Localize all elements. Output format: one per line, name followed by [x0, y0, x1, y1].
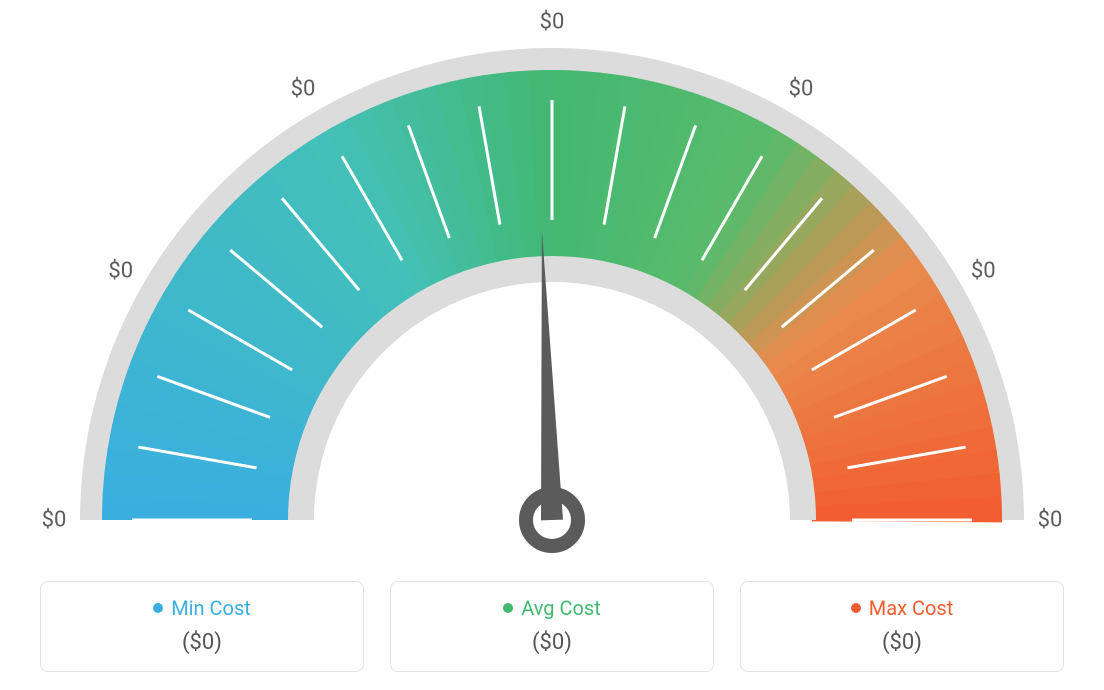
- gauge-chart-container: $0 $0 $0 $0 $0 $0 $0 Min Cost ($0) Avg Cost ($…: [0, 0, 1104, 690]
- dot-icon: [153, 603, 163, 613]
- gauge-tick-label: $0: [789, 76, 814, 101]
- gauge-area: $0 $0 $0 $0 $0 $0 $0: [42, 0, 1062, 560]
- dot-icon: [503, 603, 513, 613]
- gauge-svg: [42, 0, 1062, 560]
- gauge-tick-label: $0: [1038, 508, 1063, 533]
- legend-top-max: Max Cost: [851, 596, 954, 620]
- dot-icon: [851, 603, 861, 613]
- legend-card-avg: Avg Cost ($0): [390, 581, 714, 672]
- legend-value-avg: ($0): [401, 630, 703, 655]
- legend-top-min: Min Cost: [153, 596, 251, 620]
- gauge-tick-label: $0: [540, 10, 565, 35]
- legend-card-max: Max Cost ($0): [740, 581, 1064, 672]
- legend-label-min: Min Cost: [171, 596, 251, 620]
- legend-top-avg: Avg Cost: [503, 596, 601, 620]
- legend-label-max: Max Cost: [869, 596, 954, 620]
- legend-row: Min Cost ($0) Avg Cost ($0) Max Cost ($0…: [0, 581, 1104, 672]
- gauge-tick-label: $0: [971, 259, 996, 284]
- legend-card-min: Min Cost ($0): [40, 581, 364, 672]
- gauge-tick-label: $0: [42, 508, 67, 533]
- gauge-tick-label: $0: [291, 76, 316, 101]
- legend-label-avg: Avg Cost: [521, 596, 601, 620]
- gauge-tick-label: $0: [108, 259, 133, 284]
- legend-value-min: ($0): [51, 630, 353, 655]
- legend-value-max: ($0): [751, 630, 1053, 655]
